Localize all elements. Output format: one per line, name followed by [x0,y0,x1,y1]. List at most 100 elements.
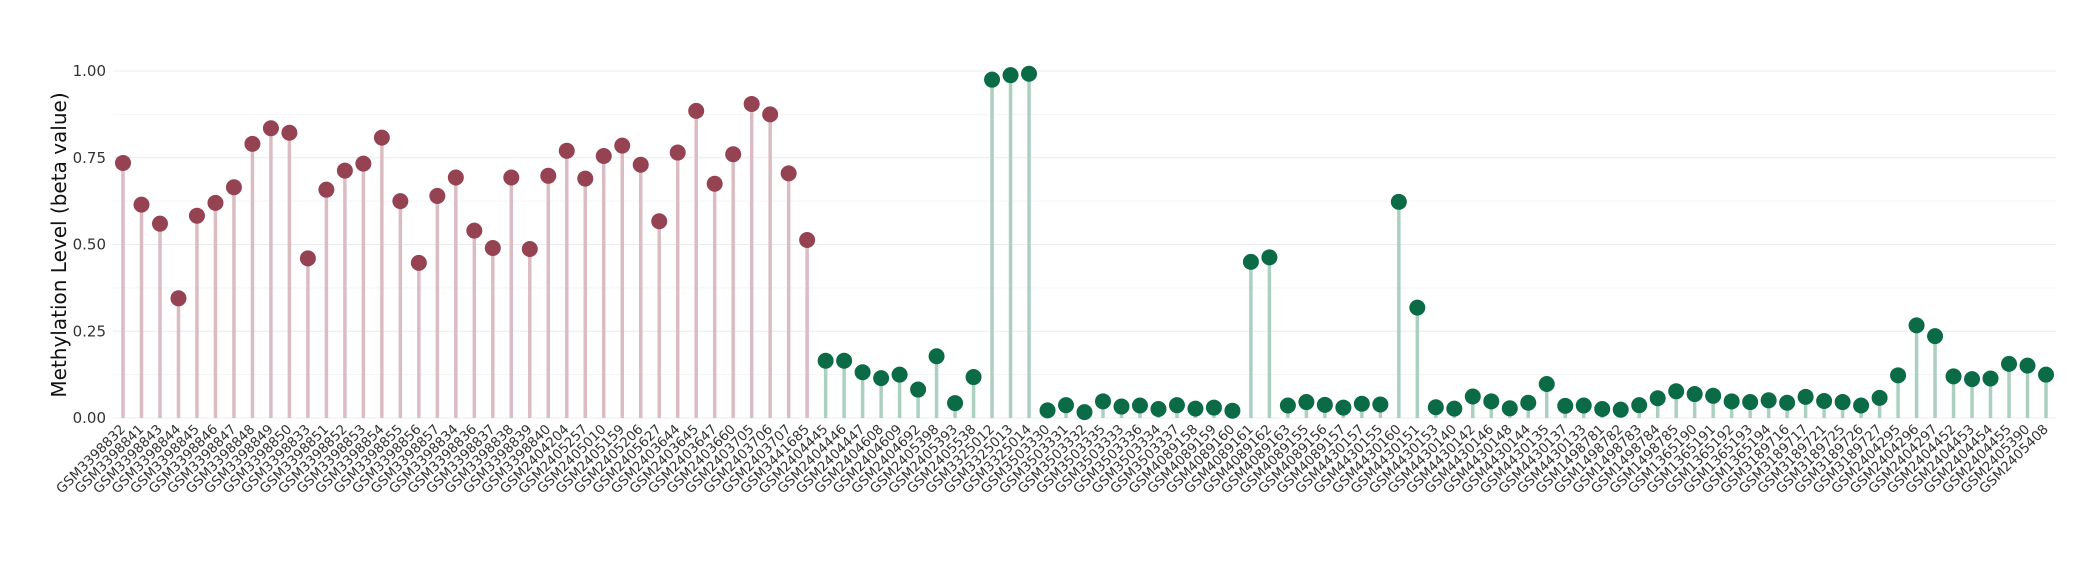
lollipop-point [1335,399,1352,416]
lollipop-point [595,148,612,165]
lollipop-point [1575,397,1592,414]
lollipop-point [2038,366,2054,383]
lollipop-point [1742,394,1759,411]
lollipop-point [873,370,890,387]
lollipop-point [780,165,797,182]
lollipop-point [1964,371,1981,388]
lollipop-point [1002,67,1019,84]
lollipop-point [558,142,575,159]
lollipop-point [1390,193,1407,210]
lollipop-point [373,129,390,146]
lollipop-point [1353,395,1370,412]
lollipop-point [2019,357,2036,374]
lollipop-point [1927,328,1944,345]
stems-layer [121,73,2048,418]
lollipop-point [1427,399,1444,416]
lollipop-point [836,352,853,369]
lollipop-point [799,231,816,248]
lollipop-point [1557,397,1574,414]
lollipop-point [1242,253,1259,270]
lollipop-point [1150,400,1167,417]
lollipop-point [188,207,205,224]
lollipop-point [540,167,557,184]
lollipop-point [207,194,224,211]
lollipop-point [1686,386,1703,403]
lollipop-point [1224,402,1241,419]
lollipop-point [947,395,964,412]
lollipop-point [1853,397,1870,414]
lollipop-point [281,124,298,141]
lollipop-point [521,241,538,258]
lollipop-point [1113,398,1130,415]
lollipop-point [762,106,779,123]
lollipop-point [1058,397,1075,414]
lollipop-point [651,213,668,230]
lollipop-point [244,135,261,152]
lollipop-point [299,250,316,267]
lollipop-point [1908,317,1925,334]
lollipop-point [392,193,409,210]
lollipop-point [1205,399,1222,416]
y-tick-label: 0.75 [73,149,106,167]
lollipop-point [1094,393,1111,410]
lollipop-point [1039,402,1056,419]
lollipop-point [1705,387,1722,404]
lollipop-point [1372,396,1389,413]
lollipop-point [1279,397,1296,414]
lollipop-point [743,95,760,112]
lollipop-point [1631,397,1648,414]
lollipop-point [1594,400,1611,417]
y-tick-label: 0.00 [73,409,106,427]
lollipop-point [1021,65,1038,82]
lollipop-point [1982,370,1999,387]
lollipop-point [1409,299,1426,316]
lollipop-point [1483,393,1500,410]
lollipop-point [410,254,427,271]
lollipop-point [429,187,446,204]
lollipop-point [725,146,742,163]
lollipop-point [1187,400,1204,417]
x-axis-ticks: GSM3398832GSM3398841GSM3398843GSM3398844… [53,422,2052,498]
lollipop-point [170,290,187,307]
lollipop-point [1890,367,1907,384]
lollipop-point [1501,400,1518,417]
y-axis-label: Methylation Level (beta value) [47,92,71,397]
lollipop-point [632,156,649,173]
lollipop-point [1131,397,1148,414]
lollipop-point [1779,394,1796,411]
lollipop-point [2001,355,2018,372]
lollipop-point [1520,394,1537,411]
points-layer [115,65,2054,421]
lollipop-point [1298,394,1315,411]
y-axis-ticks: 0.00 0.25 0.50 0.75 1.00 [73,62,106,427]
lollipop-point [614,137,631,154]
lollipop-point [928,348,945,365]
lollipop-point [1446,400,1463,417]
lollipop-point [133,196,150,213]
lollipop-point [891,366,908,383]
lollipop-point [1668,383,1685,400]
lollipop-point [1168,397,1185,414]
lollipop-point [1834,394,1851,411]
lollipop-point [1945,368,1962,385]
lollipop-point [1316,396,1333,413]
lollipop-point [1538,375,1555,392]
lollipop-point [910,381,927,398]
lollipop-point [503,169,520,186]
y-tick-label: 0.50 [73,236,106,254]
lollipop-point [1760,392,1777,409]
lollipop-point [1649,390,1666,407]
lollipop-point [1076,404,1093,421]
lollipop-point [115,154,131,171]
lollipop-point [854,364,871,381]
lollipop-point [318,181,335,198]
grid-layer [113,70,2056,419]
lollipop-point [577,170,594,187]
lollipop-point [669,144,686,161]
lollipop-point [1871,389,1888,406]
lollipop-point [447,169,464,186]
lollipop-point [965,369,982,386]
lollipop-point [262,120,279,137]
